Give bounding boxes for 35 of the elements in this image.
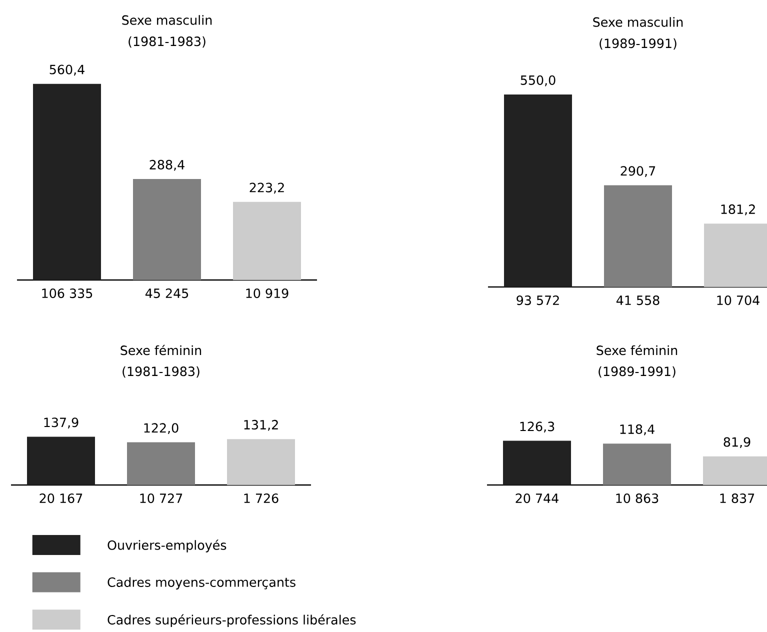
data-label: 81,9 [724, 437, 750, 448]
legend-label: Cadres supérieurs-professions libérales [108, 614, 356, 628]
x-tick-label: 93 572 [516, 295, 559, 306]
chart-title: Sexe masculin [122, 15, 212, 25]
data-label: 550,0 [520, 75, 556, 86]
x-tick-label: 10 704 [717, 295, 760, 306]
data-label: 181,2 [721, 204, 755, 216]
data-label: 126,3 [520, 422, 554, 433]
x-tick-label: 41 558 [616, 295, 660, 306]
chart-title: Sexe féminin [120, 344, 202, 356]
x-tick-label: 1 837 [720, 493, 754, 504]
data-label: 118,4 [620, 424, 654, 436]
x-tick-label: 10 727 [140, 493, 182, 504]
x-tick-label: 20 167 [40, 493, 82, 504]
data-label: 122,0 [144, 423, 178, 434]
legend-label: Cadres moyens-commerçants [108, 577, 296, 590]
x-tick-label: 1 726 [244, 493, 278, 504]
chart-title: Sexe masculin [593, 17, 683, 27]
x-tick-label: 45 245 [145, 288, 188, 298]
chart-title: Sexe féminin [596, 344, 678, 356]
x-tick-label: 106 335 [42, 288, 92, 298]
chart-subtitle: (1989-1991) [598, 366, 676, 378]
x-tick-label: 10 863 [616, 493, 658, 504]
data-label: 137,9 [44, 418, 78, 428]
data-label: 290,7 [620, 166, 656, 177]
legend-label: Ouvriers-employés [108, 540, 226, 552]
x-tick-label: 10 919 [246, 288, 288, 298]
chart-subtitle: (1989-1991) [600, 38, 676, 50]
chart-subtitle: (1981-1983) [128, 36, 206, 48]
x-tick-label: 20 744 [516, 493, 558, 504]
data-label: 560,4 [50, 64, 84, 76]
chart-subtitle: (1981-1983) [122, 366, 200, 378]
data-label: 288,4 [150, 160, 184, 171]
data-label: 223,2 [250, 182, 284, 194]
data-label: 131,2 [244, 420, 278, 431]
